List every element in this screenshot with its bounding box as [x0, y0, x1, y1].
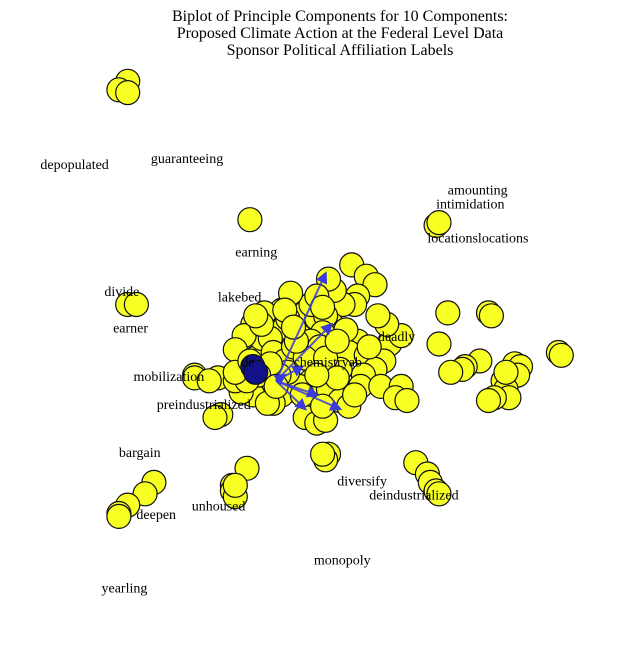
vector-label-3: mobilization: [134, 370, 205, 385]
data-point-45: [222, 472, 248, 498]
loading-vector-3: [275, 379, 343, 411]
word-label-8: bargain: [119, 446, 161, 461]
data-point-2: [115, 79, 141, 106]
chart-title-line-1: Biplot of Principle Components for 10 Co…: [172, 8, 508, 25]
data-point-132: [365, 303, 391, 329]
data-point-140: [263, 373, 289, 399]
word-labels-group: chemistryab deadly lakebed mobilization prei…: [40, 152, 528, 596]
word-label-11: unhoused: [192, 500, 246, 515]
data-point-40: [426, 481, 452, 507]
loading-vectors-group: [273, 271, 343, 411]
data-point-5: [426, 210, 452, 236]
data-point-35: [310, 441, 336, 467]
word-label-6: divide: [104, 285, 139, 300]
highlight-point-1: [243, 359, 269, 385]
data-point-129: [394, 387, 420, 414]
vector-label-2: lakebed: [218, 291, 262, 306]
vector-label-1: deadly: [378, 330, 415, 345]
chart-title-line-3: Sponsor Political Affiliation Labels: [226, 42, 454, 59]
word-label-2: locationslocations: [427, 231, 528, 246]
word-label-3: depopulated: [40, 158, 108, 173]
data-point-142: [356, 334, 382, 360]
data-point-9: [478, 303, 504, 329]
word-label-13: monopoly: [314, 553, 371, 568]
data-point-144: [280, 314, 307, 340]
data-points-group: [106, 68, 574, 530]
word-label-10: deindustrialized: [369, 488, 458, 503]
data-point-13: [548, 342, 574, 368]
data-point-32: [202, 404, 228, 431]
vector-label-0: chemistryab: [294, 356, 362, 371]
word-label-0: amounting: [448, 183, 508, 198]
loading-vector-6: [275, 365, 305, 382]
data-point-23: [475, 387, 502, 414]
word-label-12: deepen: [136, 508, 176, 523]
data-point-10: [435, 300, 461, 326]
data-point-24: [493, 359, 519, 385]
word-label-14: yearling: [102, 582, 148, 597]
vector-label-5: de: [241, 356, 254, 371]
data-point-11: [426, 331, 452, 357]
data-point-30: [196, 368, 222, 394]
chart-title: Biplot of Principle Components for 10 Co…: [0, 8, 622, 59]
data-point-50: [106, 503, 132, 530]
word-label-5: earning: [235, 245, 277, 260]
loading-vector-1: [275, 322, 334, 382]
data-point-141: [342, 382, 368, 408]
word-label-7: earner: [113, 322, 148, 337]
data-point-7: [123, 291, 149, 318]
chart-title-line-2: Proposed Climate Action at the Federal L…: [176, 25, 504, 42]
data-point-26: [438, 359, 464, 385]
data-point-133: [243, 303, 269, 329]
word-label-1: intimidation: [436, 197, 504, 212]
data-point-3: [237, 207, 263, 233]
loading-vector-4: [275, 380, 307, 411]
word-label-4: guaranteeing: [151, 152, 223, 167]
word-label-9: diversify: [337, 474, 387, 489]
vector-label-4: preindustrialized: [157, 398, 251, 413]
loading-vector-0: [275, 271, 328, 382]
data-point-146: [324, 328, 350, 354]
